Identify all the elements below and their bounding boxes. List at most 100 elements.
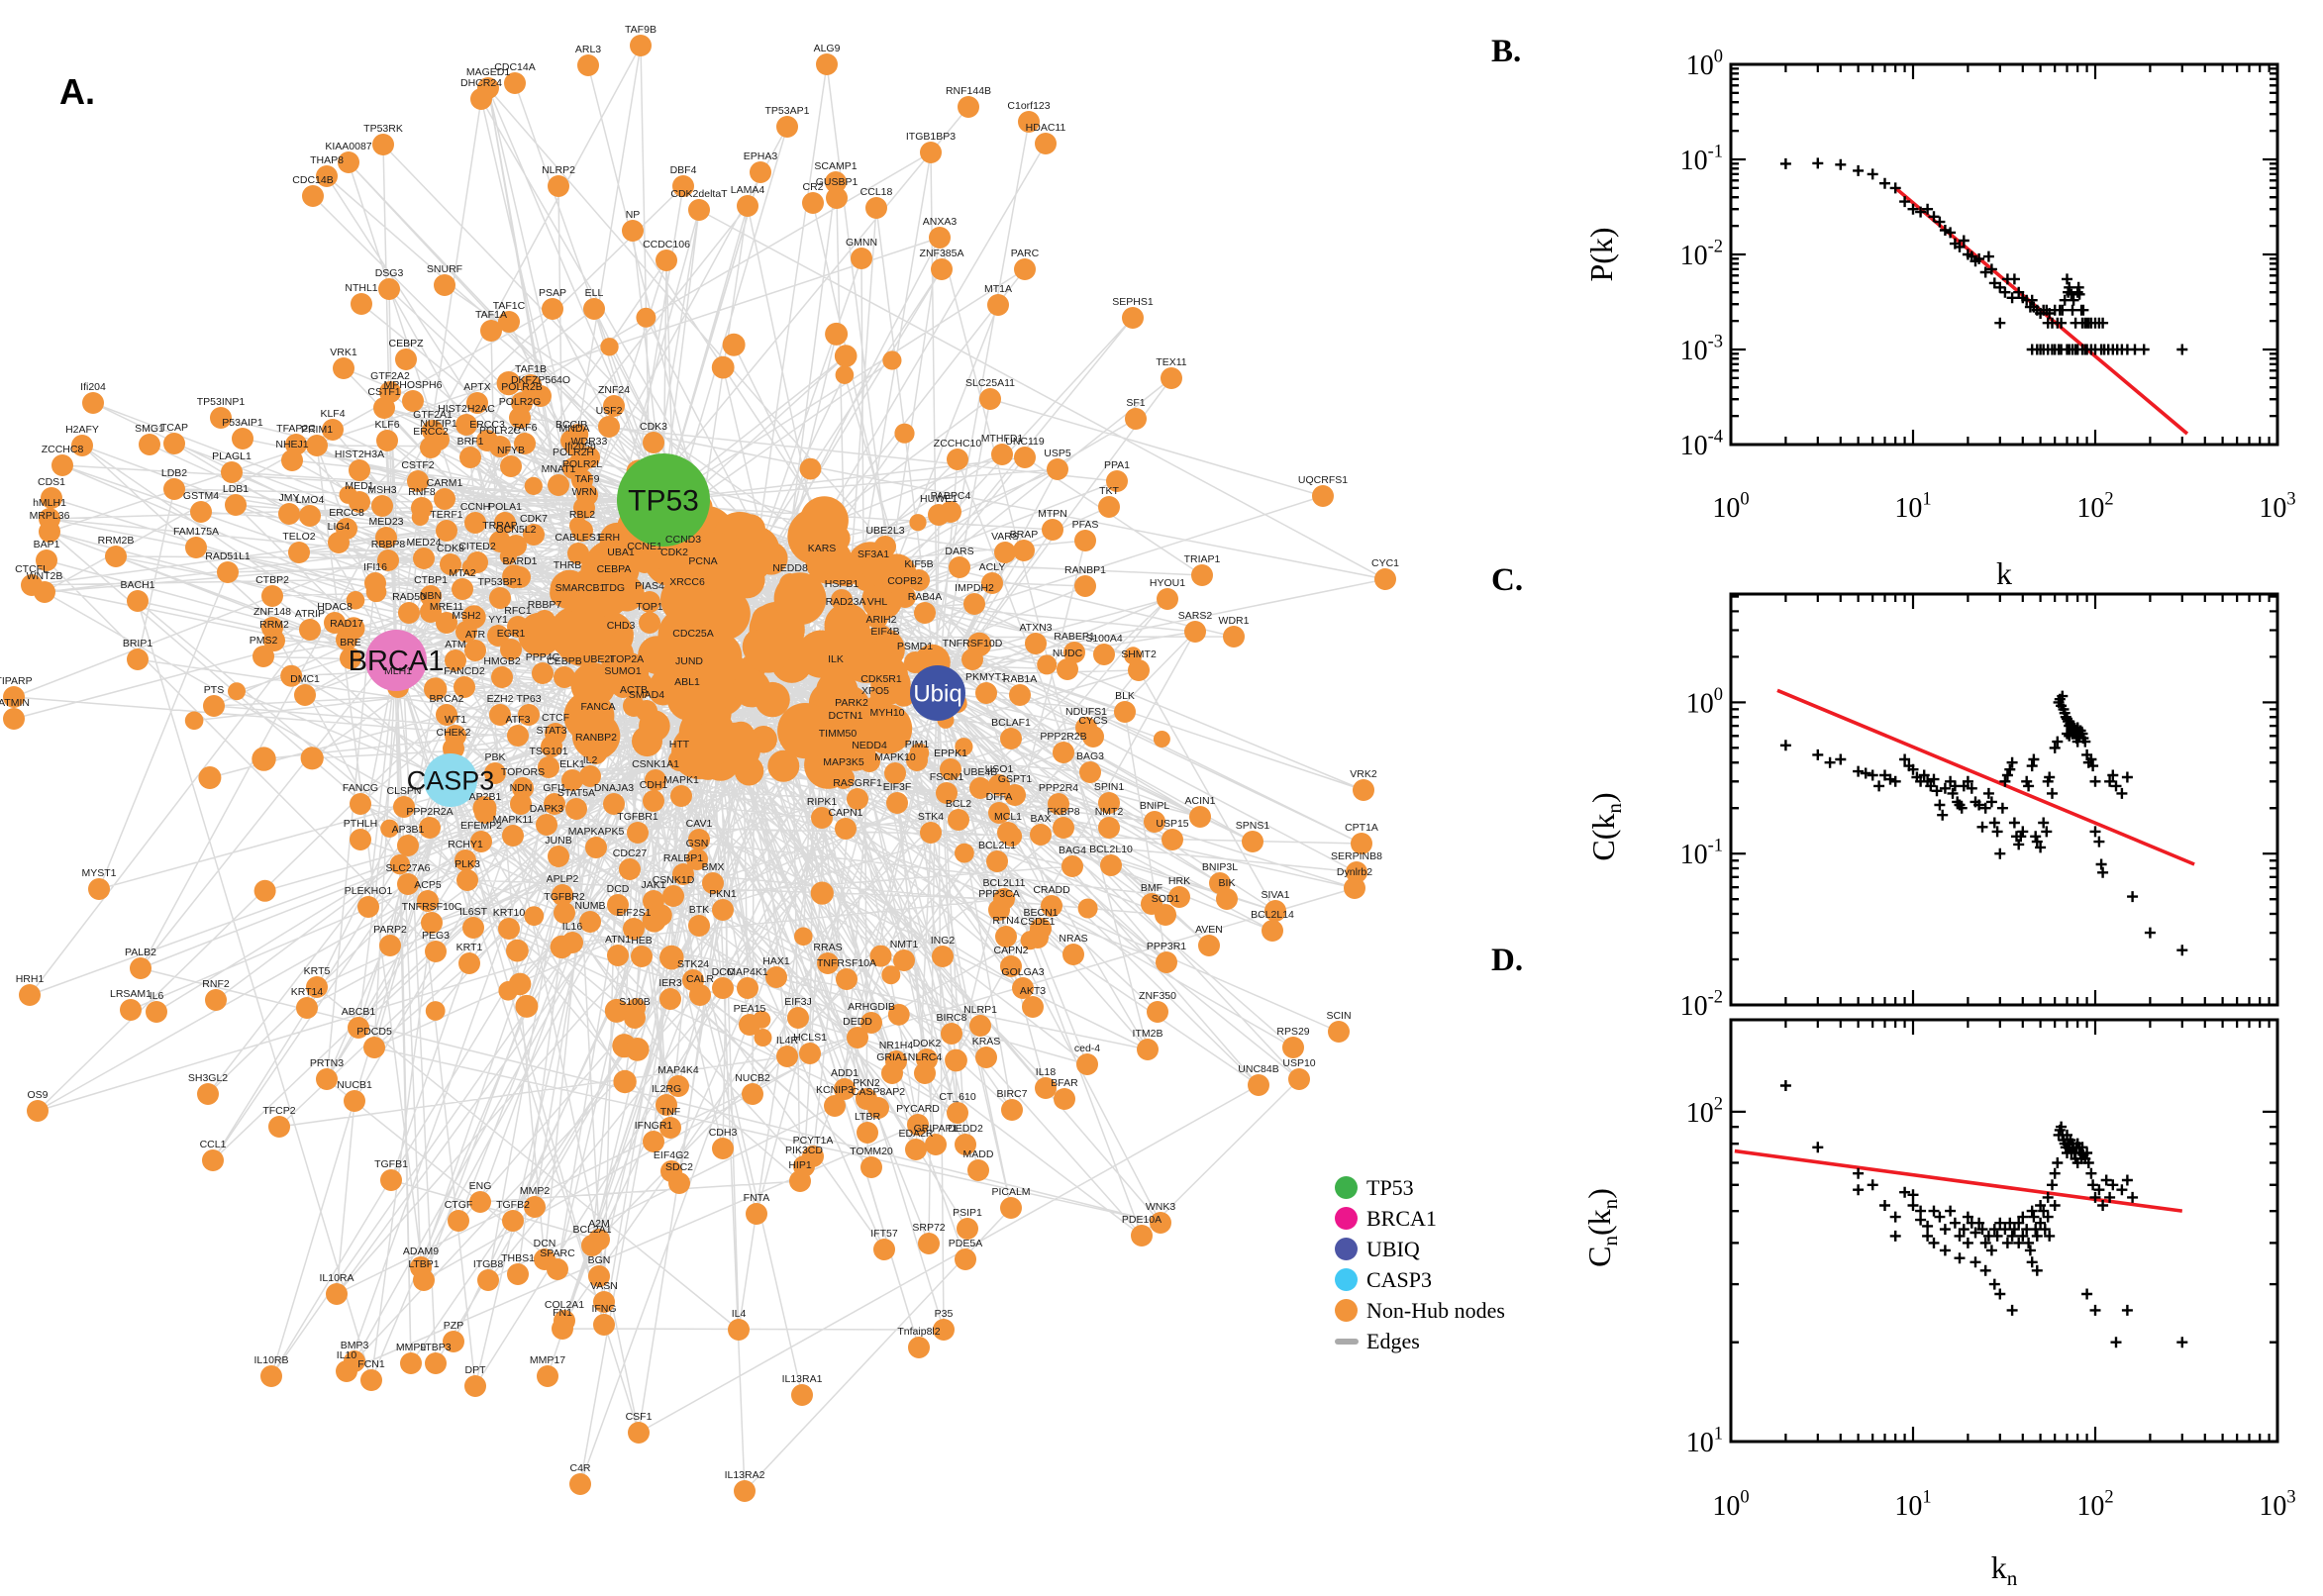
non-hub-node[interactable] <box>851 248 872 269</box>
non-hub-node[interactable] <box>504 72 526 94</box>
non-hub-node[interactable] <box>349 459 370 481</box>
non-hub-node[interactable] <box>588 1265 610 1287</box>
non-hub-node[interactable] <box>1131 1225 1153 1247</box>
non-hub-node[interactable] <box>860 1012 882 1034</box>
non-hub-node[interactable] <box>348 1017 369 1039</box>
non-hub-node[interactable] <box>470 831 492 852</box>
non-hub-node[interactable] <box>702 872 724 894</box>
non-hub-node[interactable] <box>975 682 997 704</box>
non-hub-node[interactable] <box>1014 447 1036 468</box>
non-hub-node[interactable] <box>1248 1074 1269 1096</box>
non-hub-node[interactable] <box>893 949 915 971</box>
non-hub-node[interactable] <box>556 570 578 592</box>
non-hub-node[interactable] <box>1079 761 1101 783</box>
non-hub-node[interactable] <box>750 161 771 183</box>
non-hub-node[interactable] <box>217 561 239 583</box>
non-hub-node[interactable] <box>603 593 625 615</box>
non-hub-node[interactable] <box>1035 1077 1057 1099</box>
non-hub-node[interactable] <box>464 640 486 661</box>
non-hub-node[interactable] <box>1264 900 1286 922</box>
non-hub-node[interactable] <box>1000 955 1022 977</box>
non-hub-node[interactable] <box>1351 833 1372 854</box>
non-hub-node[interactable] <box>510 793 532 815</box>
non-hub-node[interactable] <box>864 696 886 718</box>
non-hub-node[interactable] <box>881 965 901 985</box>
non-hub-node[interactable] <box>464 512 486 534</box>
non-hub-node[interactable] <box>82 392 104 414</box>
non-hub-node[interactable] <box>393 796 415 818</box>
non-hub-node[interactable] <box>498 981 518 1001</box>
non-hub-node[interactable] <box>967 1159 989 1181</box>
non-hub-node[interactable] <box>603 574 625 596</box>
non-hub-node[interactable] <box>27 1100 49 1122</box>
non-hub-node[interactable] <box>544 793 565 815</box>
non-hub-node[interactable] <box>36 549 57 571</box>
non-hub-node[interactable] <box>336 629 357 650</box>
non-hub-node[interactable] <box>523 524 545 546</box>
non-hub-node[interactable] <box>643 790 664 812</box>
non-hub-node[interactable] <box>424 677 448 701</box>
non-hub-node[interactable] <box>612 676 634 698</box>
non-hub-node[interactable] <box>799 1043 821 1064</box>
non-hub-node[interactable] <box>752 605 780 635</box>
non-hub-node[interactable] <box>668 1172 690 1194</box>
non-hub-node[interactable] <box>991 444 1013 465</box>
non-hub-node[interactable] <box>603 395 625 417</box>
non-hub-node[interactable] <box>579 911 601 933</box>
non-hub-node[interactable] <box>498 918 520 940</box>
non-hub-node[interactable] <box>511 392 533 414</box>
non-hub-node[interactable] <box>610 557 632 579</box>
non-hub-node[interactable] <box>260 1365 282 1387</box>
non-hub-node[interactable] <box>436 704 457 726</box>
non-hub-node[interactable] <box>886 792 908 814</box>
non-hub-node[interactable] <box>464 1375 486 1397</box>
non-hub-node[interactable] <box>630 35 652 56</box>
non-hub-node[interactable] <box>1198 935 1220 956</box>
non-hub-node[interactable] <box>581 1235 603 1256</box>
hub-node-brca1[interactable] <box>365 630 427 691</box>
non-hub-node[interactable] <box>811 553 833 575</box>
non-hub-node[interactable] <box>607 894 629 916</box>
non-hub-node[interactable] <box>402 390 424 412</box>
non-hub-node[interactable] <box>933 1319 955 1341</box>
non-hub-node[interactable] <box>253 879 276 902</box>
non-hub-node[interactable] <box>1153 731 1170 748</box>
non-hub-node[interactable] <box>688 829 710 850</box>
non-hub-node[interactable] <box>3 708 25 730</box>
non-hub-node[interactable] <box>351 293 372 315</box>
non-hub-node[interactable] <box>378 278 400 300</box>
non-hub-node[interactable] <box>634 551 656 573</box>
non-hub-node[interactable] <box>1216 888 1238 910</box>
non-hub-node[interactable] <box>306 435 328 456</box>
non-hub-node[interactable] <box>1000 1197 1022 1219</box>
non-hub-node[interactable] <box>887 1003 910 1026</box>
non-hub-node[interactable] <box>567 543 589 564</box>
non-hub-node[interactable] <box>884 762 906 784</box>
non-hub-node[interactable] <box>19 984 41 1006</box>
non-hub-node[interactable] <box>642 908 666 933</box>
non-hub-node[interactable] <box>667 1075 689 1097</box>
non-hub-node[interactable] <box>628 1422 650 1444</box>
non-hub-node[interactable] <box>324 612 346 634</box>
non-hub-node[interactable] <box>477 1269 499 1291</box>
non-hub-node[interactable] <box>918 1233 940 1254</box>
non-hub-node[interactable] <box>127 648 149 670</box>
non-hub-node[interactable] <box>380 1169 402 1191</box>
non-hub-node[interactable] <box>624 1007 646 1029</box>
non-hub-node[interactable] <box>548 175 569 197</box>
non-hub-node[interactable] <box>454 676 475 698</box>
non-hub-node[interactable] <box>876 718 898 740</box>
non-hub-node[interactable] <box>364 572 386 594</box>
non-hub-node[interactable] <box>941 1023 962 1045</box>
non-hub-node[interactable] <box>825 171 847 193</box>
non-hub-node[interactable] <box>914 1062 936 1084</box>
non-hub-node[interactable] <box>981 572 1003 594</box>
non-hub-node[interactable] <box>1048 793 1069 815</box>
non-hub-node[interactable] <box>417 890 439 912</box>
non-hub-node[interactable] <box>346 591 365 610</box>
non-hub-node[interactable] <box>524 476 543 495</box>
non-hub-node[interactable] <box>506 939 529 962</box>
non-hub-node[interactable] <box>1053 742 1074 763</box>
non-hub-node[interactable] <box>583 298 605 320</box>
non-hub-node[interactable] <box>502 825 524 847</box>
